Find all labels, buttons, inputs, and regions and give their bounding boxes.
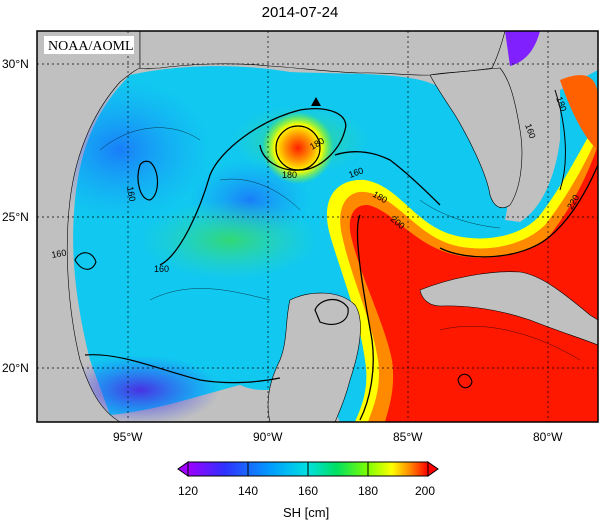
land-mexico-west	[37, 31, 141, 422]
map-title: 2014-07-24	[261, 4, 339, 21]
nw-corner-purple	[505, 31, 540, 66]
plot-frame	[36, 30, 599, 423]
sh-green-band	[140, 200, 320, 280]
contour-lines	[74, 89, 598, 421]
colorbar-tick: 200	[415, 484, 435, 498]
land-cuba	[419, 271, 598, 346]
florida-shelf-warm	[560, 75, 598, 150]
contour-label: 160	[347, 165, 365, 180]
colorbar-tick: 180	[358, 484, 378, 498]
contour-label: 180	[282, 170, 297, 180]
lon-tick-label: 85°W	[393, 430, 423, 444]
lat-tick-label: 20°N	[2, 361, 29, 375]
lon-tick-label: 80°W	[533, 430, 563, 444]
credit-box	[44, 36, 134, 54]
contour-label: 160	[154, 264, 169, 274]
colorbar-left-arrow	[177, 461, 189, 477]
warm-eddy	[262, 112, 334, 184]
colorbar-tick: 120	[178, 484, 198, 498]
triangle-marker	[311, 97, 321, 106]
lon-axis-labels: 95°W 90°W 85°W 80°W	[113, 430, 563, 444]
lat-tick-label: 25°N	[2, 210, 29, 224]
lat-tick-label: 30°N	[2, 57, 29, 71]
contour-label: 180	[554, 95, 569, 113]
land-yucatan	[267, 292, 361, 422]
lon-tick-label: 95°W	[113, 430, 143, 444]
credit-label: NOAA/AOML	[48, 39, 134, 54]
gridlines	[37, 31, 598, 422]
colorbar-tick: 140	[238, 484, 258, 498]
contour-label: 160	[125, 186, 137, 203]
lat-axis-labels: 30°N 25°N 20°N	[2, 57, 29, 375]
colorbar-right-arrow	[427, 461, 439, 477]
lon-tick-label: 90°W	[253, 430, 283, 444]
contour-label: 160	[51, 248, 68, 260]
colorbar: 120 140 160 180 200 SH [cm]	[177, 461, 439, 520]
contour-label: 160	[523, 122, 538, 140]
colorbar-tick: 160	[298, 484, 318, 498]
land-florida	[429, 67, 523, 209]
colorbar-label: SH [cm]	[283, 505, 329, 520]
